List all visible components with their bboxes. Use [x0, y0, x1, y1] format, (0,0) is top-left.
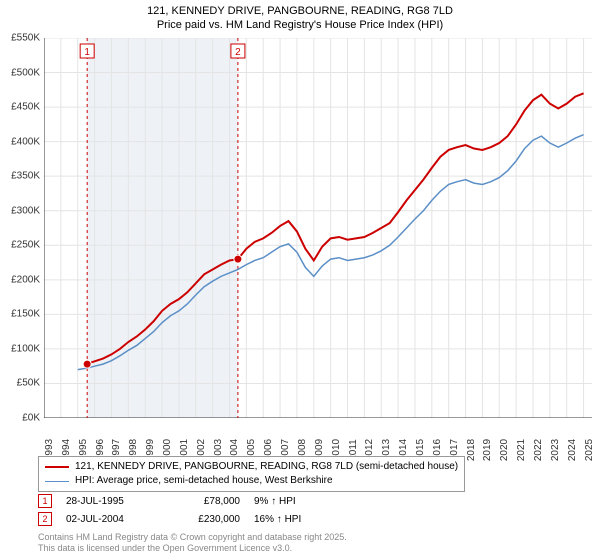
y-tick-label: £350K — [11, 171, 40, 182]
marker-id-box: 1 — [38, 494, 52, 508]
legend-swatch — [45, 481, 69, 482]
marker-row: 1 28-JUL-1995 £78,000 9% ↑ HPI — [38, 494, 344, 508]
marker-id-box: 2 — [38, 512, 52, 526]
y-tick-label: £250K — [11, 240, 40, 251]
marker-date: 02-JUL-2004 — [66, 514, 156, 525]
x-tick-label: 2022 — [533, 439, 544, 461]
legend-swatch — [45, 466, 69, 468]
attribution: Contains HM Land Registry data © Crown c… — [38, 532, 347, 555]
chart-svg: 12 — [44, 38, 592, 418]
x-tick-label: 2025 — [584, 439, 595, 461]
legend-label: 121, KENNEDY DRIVE, PANGBOURNE, READING,… — [75, 460, 458, 474]
legend-row: 121, KENNEDY DRIVE, PANGBOURNE, READING,… — [45, 460, 458, 474]
y-tick-label: £150K — [11, 309, 40, 320]
y-tick-label: £550K — [11, 33, 40, 44]
x-tick-label: 2019 — [482, 439, 493, 461]
x-tick-label: 2024 — [567, 439, 578, 461]
y-tick-label: £400K — [11, 136, 40, 147]
attribution-line-1: Contains HM Land Registry data © Crown c… — [38, 532, 347, 543]
y-tick-label: £200K — [11, 274, 40, 285]
y-tick-label: £300K — [11, 205, 40, 216]
legend-row: HPI: Average price, semi-detached house,… — [45, 474, 458, 488]
marker-pct: 16% ↑ HPI — [254, 514, 344, 525]
legend-label: HPI: Average price, semi-detached house,… — [75, 474, 333, 488]
attribution-line-2: This data is licensed under the Open Gov… — [38, 543, 347, 554]
marker-price: £78,000 — [170, 496, 240, 507]
marker-price: £230,000 — [170, 514, 240, 525]
x-tick-label: 2021 — [516, 439, 527, 461]
y-tick-label: £50K — [17, 378, 40, 389]
x-axis: 1993199419951996199719981999200020012002… — [44, 420, 592, 454]
title-line-2: Price paid vs. HM Land Registry's House … — [0, 18, 600, 32]
svg-text:1: 1 — [84, 47, 90, 58]
chart-container: 121, KENNEDY DRIVE, PANGBOURNE, READING,… — [0, 0, 600, 560]
y-tick-label: £450K — [11, 102, 40, 113]
marker-date: 28-JUL-1995 — [66, 496, 156, 507]
plot-area: 12 — [44, 38, 592, 418]
marker-row: 2 02-JUL-2004 £230,000 16% ↑ HPI — [38, 512, 344, 526]
svg-text:2: 2 — [235, 47, 241, 58]
legend: 121, KENNEDY DRIVE, PANGBOURNE, READING,… — [38, 456, 465, 492]
title-line-1: 121, KENNEDY DRIVE, PANGBOURNE, READING,… — [0, 4, 600, 18]
title-block: 121, KENNEDY DRIVE, PANGBOURNE, READING,… — [0, 0, 600, 33]
y-tick-label: £500K — [11, 67, 40, 78]
marker-pct: 9% ↑ HPI — [254, 496, 344, 507]
y-tick-label: £100K — [11, 343, 40, 354]
sale-markers-table: 1 28-JUL-1995 £78,000 9% ↑ HPI 2 02-JUL-2004 £… — [38, 494, 344, 530]
x-tick-label: 2018 — [466, 439, 477, 461]
y-axis: £0K£50K£100K£150K£200K£250K£300K£350K£40… — [0, 38, 42, 418]
x-tick-label: 2023 — [550, 439, 561, 461]
x-tick-label: 2020 — [499, 439, 510, 461]
y-tick-label: £0K — [22, 413, 40, 424]
